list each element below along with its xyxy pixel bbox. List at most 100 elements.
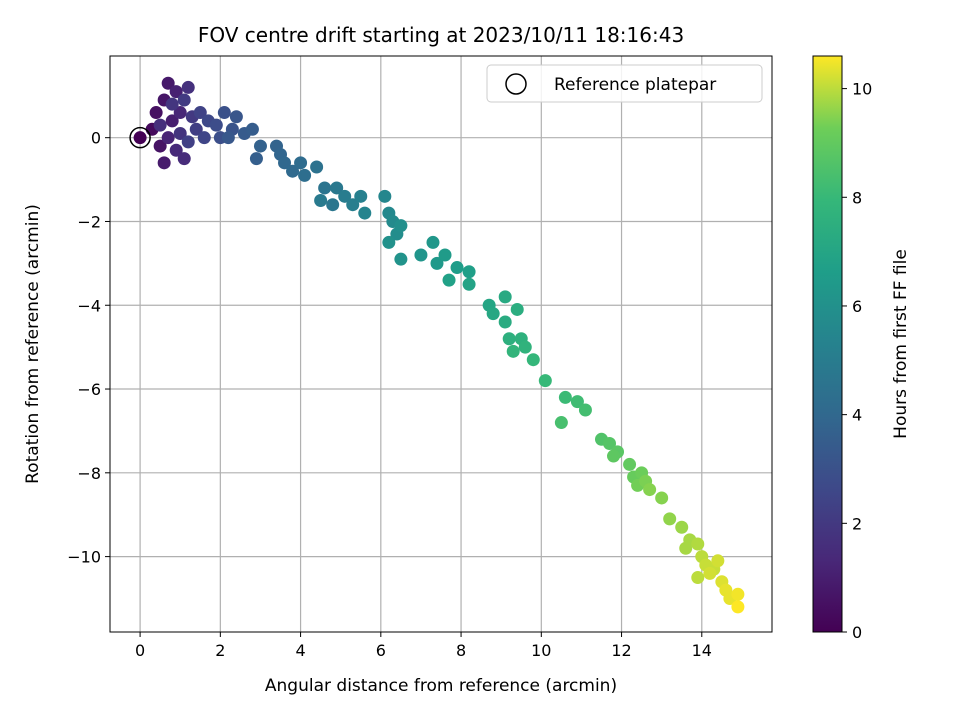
data-point (161, 76, 175, 90)
x-tick-label: 4 (295, 641, 305, 660)
data-point (663, 512, 677, 526)
x-tick-label: 2 (215, 641, 225, 660)
data-point (486, 307, 500, 321)
data-point (731, 587, 745, 601)
data-point (679, 541, 693, 555)
data-point (691, 537, 705, 551)
x-axis-title: Angular distance from reference (arcmin) (265, 676, 617, 696)
y-tick-label: −8 (77, 464, 101, 483)
data-point (518, 340, 532, 354)
data-point (462, 265, 476, 279)
data-point (153, 139, 167, 153)
data-point (558, 390, 572, 404)
data-point (153, 118, 167, 132)
data-point (221, 131, 235, 145)
data-point (330, 181, 344, 195)
data-point (603, 436, 617, 450)
data-point (346, 198, 360, 212)
data-point (169, 85, 183, 99)
data-point (177, 93, 191, 107)
x-tick-label: 8 (456, 641, 466, 660)
data-point (173, 126, 187, 140)
data-points (145, 76, 745, 614)
data-point (298, 168, 312, 182)
data-point (354, 189, 368, 203)
data-point (161, 131, 175, 145)
y-tick-label: −4 (77, 296, 101, 315)
data-point (711, 554, 725, 568)
x-tick-label: 12 (611, 641, 631, 660)
x-tick-label: 0 (135, 641, 145, 660)
y-axis-title: Rotation from reference (arcmin) (23, 204, 43, 484)
data-point (378, 189, 392, 203)
plot-frame (109, 55, 773, 633)
data-point (498, 290, 512, 304)
legend-marker-icon (505, 73, 527, 95)
data-point (358, 206, 372, 220)
data-point (498, 315, 512, 329)
legend: Reference platepar (486, 64, 763, 103)
data-point (278, 156, 292, 170)
reference-marker-layer (129, 126, 151, 149)
legend-label: Reference platepar (554, 75, 716, 95)
data-point (675, 520, 689, 534)
data-point (149, 106, 163, 120)
data-point (655, 491, 669, 505)
reference-point-dot (133, 131, 147, 145)
reference-platepar-marker (129, 126, 151, 149)
data-point (197, 131, 211, 145)
data-point (165, 97, 179, 111)
data-point (538, 374, 552, 388)
data-point (394, 219, 408, 233)
data-point (394, 252, 408, 266)
data-point (318, 181, 332, 195)
data-point (193, 106, 207, 120)
data-point (554, 416, 568, 430)
data-point (169, 143, 183, 157)
y-axis-ticks: 0 −2 −4 −6 −8 −10 (67, 129, 110, 567)
data-point (623, 457, 637, 471)
colorbar-tick-label: 6 (852, 297, 862, 316)
data-point (165, 114, 179, 128)
colorbar-tick-label: 4 (852, 406, 862, 425)
x-tick-label: 10 (531, 641, 551, 660)
data-point (253, 139, 267, 153)
colorbar-ticks: 0 2 4 6 8 10 (842, 80, 872, 642)
data-point (450, 261, 464, 275)
y-tick-label: −10 (67, 548, 101, 567)
data-point (510, 302, 524, 316)
colorbar-tick-label: 10 (852, 80, 872, 99)
legend-box (486, 64, 763, 103)
data-point (442, 273, 456, 287)
data-point (326, 198, 340, 212)
data-point (181, 80, 195, 94)
data-point (703, 566, 717, 580)
data-point (294, 156, 308, 170)
data-point (691, 571, 705, 585)
x-tick-label: 14 (692, 641, 712, 660)
data-point (209, 118, 223, 132)
data-point (382, 235, 396, 249)
data-point (526, 353, 540, 367)
data-point (189, 122, 203, 136)
data-point (310, 160, 324, 174)
data-point (607, 449, 621, 463)
data-point (578, 403, 592, 417)
colorbar (812, 55, 843, 633)
data-point (643, 483, 657, 497)
y-tick-label: 0 (91, 129, 101, 148)
data-point (414, 248, 428, 262)
data-point (502, 332, 516, 346)
y-tick-label: −6 (77, 380, 101, 399)
data-point (570, 395, 584, 409)
data-point (731, 600, 745, 614)
data-point (286, 164, 300, 178)
x-tick-label: 6 (376, 641, 386, 660)
colorbar-title: Hours from first FF file (891, 249, 911, 439)
data-point (181, 135, 195, 149)
data-point (430, 256, 444, 270)
data-point (314, 194, 328, 208)
colorbar-tick-label: 2 (852, 514, 862, 533)
data-point (245, 122, 259, 136)
